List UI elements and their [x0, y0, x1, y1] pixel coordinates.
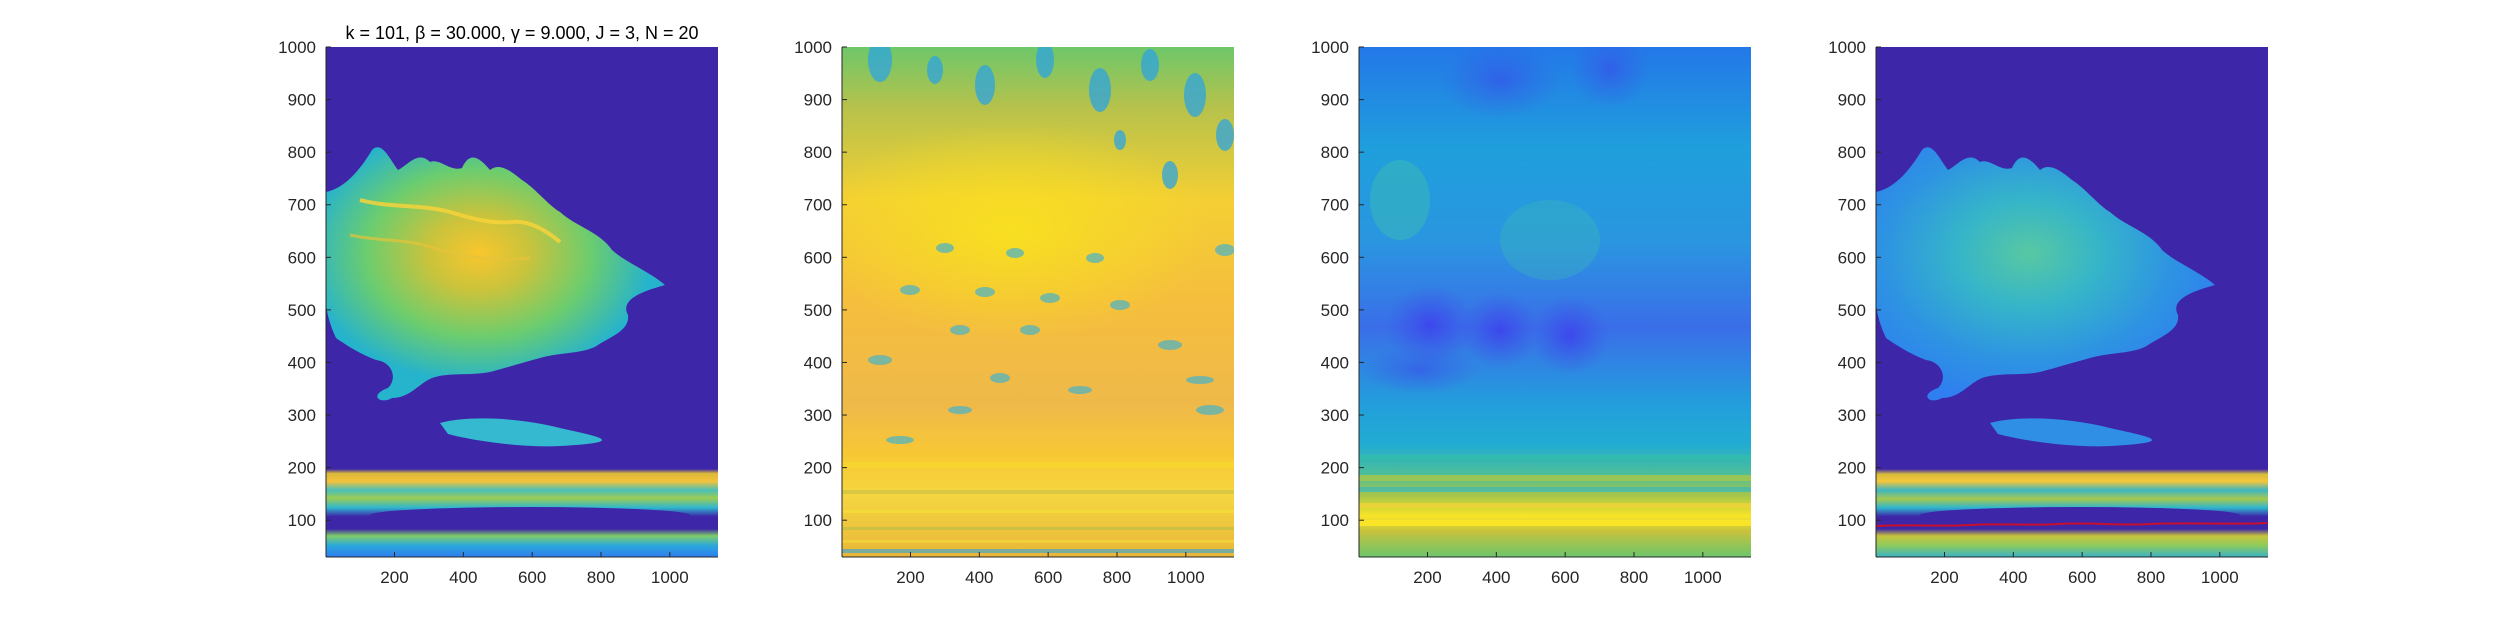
y-tick-label: 600 [288, 248, 316, 267]
y-tick-label: 800 [288, 143, 316, 162]
y-tick-label: 200 [1321, 459, 1349, 478]
x-tick-label: 600 [1551, 568, 1579, 587]
y-tick-label: 1000 [278, 38, 316, 57]
x-tick-label: 200 [380, 568, 408, 587]
chart-title: k = 101, β = 30.000, γ = 9.000, J = 3, N… [345, 23, 698, 43]
panel-4 [1876, 47, 2268, 557]
x-tick-label: 400 [1482, 568, 1510, 587]
x-tick-label: 200 [1413, 568, 1441, 587]
x-tick-label: 800 [2137, 568, 2165, 587]
panel-2 [810, 38, 1235, 557]
panel-4-band-hole [1920, 507, 2240, 523]
y-tick-label: 400 [288, 353, 316, 372]
panel-3-dark-spot-2 [1460, 292, 1540, 368]
x-tick-label: 600 [2068, 568, 2096, 587]
panel-3-top-dark [1440, 40, 1560, 120]
y-tick-label: 500 [1838, 301, 1866, 320]
x-tick-label: 400 [449, 568, 477, 587]
y-tick-label: 200 [288, 459, 316, 478]
y-tick-label: 400 [1838, 353, 1866, 372]
x-tick-label: 1000 [1167, 568, 1205, 587]
y-tick-label: 600 [1321, 248, 1349, 267]
y-tick-label: 400 [1321, 353, 1349, 372]
y-tick-label: 700 [1838, 196, 1866, 215]
x-tick-label: 800 [587, 568, 615, 587]
x-tick-label: 400 [1999, 568, 2027, 587]
x-tick-label: 600 [518, 568, 546, 587]
y-tick-label: 100 [804, 511, 832, 530]
y-tick-label: 1000 [1828, 38, 1866, 57]
panel-3 [1359, 30, 1751, 557]
x-tick-label: 1000 [1684, 568, 1722, 587]
y-tick-label: 200 [804, 459, 832, 478]
x-tick-label: 1000 [2201, 568, 2239, 587]
x-tick-label: 200 [1930, 568, 1958, 587]
y-tick-label: 100 [1838, 511, 1866, 530]
y-tick-label: 900 [804, 91, 832, 110]
y-tick-label: 500 [1321, 301, 1349, 320]
y-tick-label: 700 [288, 196, 316, 215]
y-tick-label: 900 [1321, 91, 1349, 110]
y-tick-label: 1000 [1311, 38, 1349, 57]
y-tick-label: 500 [288, 301, 316, 320]
y-tick-label: 100 [1321, 511, 1349, 530]
y-tick-label: 700 [1321, 196, 1349, 215]
y-tick-label: 500 [804, 301, 832, 320]
panel-1-band-hole [370, 507, 690, 523]
x-tick-label: 800 [1103, 568, 1131, 587]
y-tick-label: 300 [804, 406, 832, 425]
x-tick-label: 600 [1034, 568, 1062, 587]
panel-3-dark-spot-4 [1360, 345, 1480, 395]
panel-2-bright-core [810, 120, 1210, 340]
y-tick-label: 700 [804, 196, 832, 215]
panel-1 [326, 47, 718, 557]
x-tick-label: 200 [896, 568, 924, 587]
y-tick-label: 400 [804, 353, 832, 372]
x-tick-label: 400 [965, 568, 993, 587]
x-tick-label: 1000 [651, 568, 689, 587]
y-tick-label: 300 [1321, 406, 1349, 425]
y-tick-label: 200 [1838, 459, 1866, 478]
panel-3-top-dark-2 [1570, 30, 1650, 110]
panel-3-dark-spot-3 [1530, 295, 1610, 375]
y-tick-label: 600 [1838, 248, 1866, 267]
x-tick-label: 800 [1620, 568, 1648, 587]
panel-3-green-patch-2 [1500, 200, 1600, 280]
y-tick-label: 100 [288, 511, 316, 530]
panel-3-green-patch [1370, 160, 1430, 240]
y-tick-label: 900 [1838, 91, 1866, 110]
y-tick-label: 800 [1321, 143, 1349, 162]
y-tick-label: 1000 [794, 38, 832, 57]
y-tick-label: 800 [1838, 143, 1866, 162]
y-tick-label: 300 [288, 406, 316, 425]
y-tick-label: 900 [288, 91, 316, 110]
y-tick-label: 600 [804, 248, 832, 267]
y-tick-label: 300 [1838, 406, 1866, 425]
y-tick-label: 800 [804, 143, 832, 162]
